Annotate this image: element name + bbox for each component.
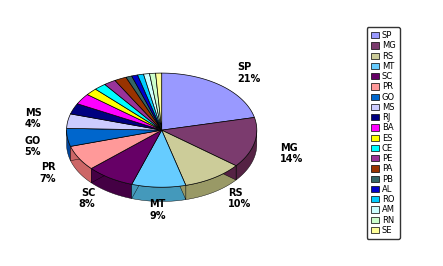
Text: MS
4%: MS 4% [25,108,42,129]
Polygon shape [162,130,186,200]
Polygon shape [70,146,91,183]
Polygon shape [70,130,162,161]
Polygon shape [162,118,257,166]
Polygon shape [162,130,236,180]
Polygon shape [78,95,162,130]
Polygon shape [91,130,162,184]
Polygon shape [138,74,162,130]
Polygon shape [236,130,257,180]
Polygon shape [162,73,254,130]
Polygon shape [186,166,236,200]
Text: SC
8%: SC 8% [79,188,95,209]
Polygon shape [66,130,70,161]
Polygon shape [87,89,162,130]
Polygon shape [66,114,162,130]
Text: MT
9%: MT 9% [150,200,166,221]
Polygon shape [155,73,162,130]
Polygon shape [66,128,162,146]
Polygon shape [150,73,162,130]
Polygon shape [70,104,162,130]
Text: PR
7%: PR 7% [39,162,56,184]
Polygon shape [91,130,162,183]
Text: SP
21%: SP 21% [237,62,261,84]
Polygon shape [105,80,162,130]
Polygon shape [70,130,162,169]
Polygon shape [96,84,162,130]
Text: MG
14%: MG 14% [280,143,303,164]
Polygon shape [132,130,162,199]
Polygon shape [162,130,236,185]
Polygon shape [126,76,162,130]
Polygon shape [132,130,186,187]
Polygon shape [132,184,186,201]
Polygon shape [115,77,162,130]
Polygon shape [91,169,132,199]
Polygon shape [144,73,162,130]
Text: GO
5%: GO 5% [24,136,41,157]
Legend: SP, MG, RS, MT, SC, PR, GO, MS, RJ, BA, ES, CE, PE, PA, PB, AL, RO, AM, RN, SE: SP, MG, RS, MT, SC, PR, GO, MS, RJ, BA, … [367,27,400,239]
Text: RS
10%: RS 10% [228,188,251,209]
Polygon shape [132,75,162,130]
